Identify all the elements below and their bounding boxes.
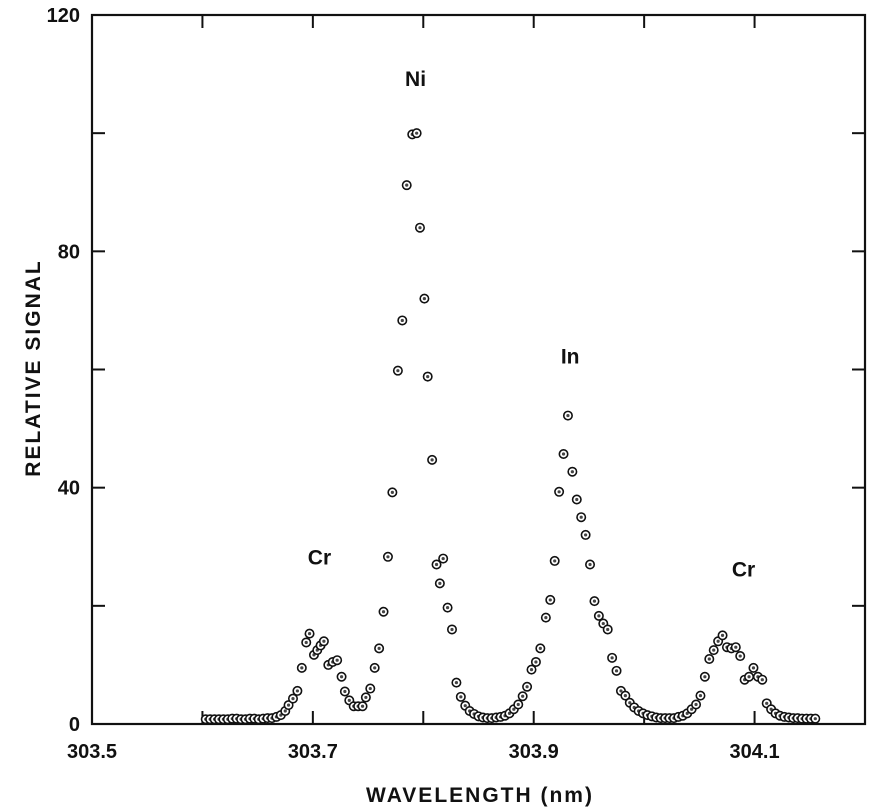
data-point xyxy=(517,691,528,702)
data-point xyxy=(434,578,445,589)
data-point xyxy=(744,671,755,682)
data-point xyxy=(554,486,565,497)
data-point xyxy=(620,690,631,701)
data-point xyxy=(451,677,462,688)
data-point xyxy=(336,671,347,682)
data-point xyxy=(392,365,403,376)
data-point xyxy=(513,699,524,710)
data-point xyxy=(580,529,591,540)
data-point xyxy=(301,637,312,648)
data-point xyxy=(442,602,453,613)
data-point xyxy=(589,596,600,607)
data-point xyxy=(287,693,298,704)
data-point xyxy=(571,494,582,505)
data-point xyxy=(602,624,613,635)
data-point xyxy=(422,371,433,382)
data-point xyxy=(562,410,573,421)
data-point xyxy=(704,654,715,665)
data-point xyxy=(387,487,398,498)
x-tick-label: 304.1 xyxy=(730,741,780,763)
x-tick-label: 303.9 xyxy=(509,741,559,763)
peak-label: Cr xyxy=(732,558,755,581)
x-tick-label: 303.5 xyxy=(67,741,117,763)
data-point xyxy=(530,656,541,667)
data-point xyxy=(357,701,368,712)
data-point xyxy=(695,690,706,701)
data-point xyxy=(365,683,376,694)
peak-label: Ni xyxy=(405,68,426,91)
plot-frame xyxy=(90,13,867,726)
data-point xyxy=(735,651,746,662)
y-tick-label: 80 xyxy=(58,241,80,263)
data-point xyxy=(535,643,546,654)
data-point xyxy=(411,128,422,139)
peak-label: In xyxy=(561,346,580,369)
data-point xyxy=(717,630,728,641)
data-point xyxy=(427,454,438,465)
data-point xyxy=(318,636,329,647)
data-point xyxy=(374,643,385,654)
data-point xyxy=(810,713,821,724)
y-tick-label: 40 xyxy=(58,478,80,500)
data-point xyxy=(549,555,560,566)
data-point xyxy=(522,681,533,692)
data-point xyxy=(593,610,604,621)
data-point xyxy=(455,691,466,702)
axis-ticks xyxy=(91,14,866,725)
data-point xyxy=(414,222,425,233)
x-tick-label: 303.7 xyxy=(288,741,338,763)
data-point xyxy=(730,642,741,653)
data-point xyxy=(607,652,618,663)
y-axis-title: RELATIVE SIGNAL xyxy=(22,259,45,476)
data-point xyxy=(378,606,389,617)
data-point xyxy=(360,692,371,703)
data-point xyxy=(526,664,537,675)
peak-annotations: Ni In Cr Cr xyxy=(308,68,755,581)
data-point xyxy=(558,448,569,459)
data-point xyxy=(699,671,710,682)
data-points xyxy=(200,128,821,725)
data-point xyxy=(545,594,556,605)
data-point xyxy=(431,559,442,570)
y-tick-label: 0 xyxy=(69,714,80,736)
data-point xyxy=(382,551,393,562)
data-point xyxy=(446,624,457,635)
data-point xyxy=(339,686,350,697)
data-point xyxy=(296,662,307,673)
data-point xyxy=(757,674,768,685)
data-point xyxy=(540,612,551,623)
data-point xyxy=(748,662,759,673)
data-point xyxy=(292,685,303,696)
data-point xyxy=(332,655,343,666)
axis-tick-labels: 303.5 303.7 303.9 304.1 0 40 80 120 xyxy=(47,5,780,763)
data-point xyxy=(611,665,622,676)
data-point xyxy=(401,180,412,191)
data-point xyxy=(567,466,578,477)
data-point xyxy=(691,699,702,710)
data-point xyxy=(576,512,587,523)
data-point xyxy=(369,662,380,673)
data-point xyxy=(708,645,719,656)
data-point xyxy=(438,553,449,564)
data-point xyxy=(304,628,315,639)
data-point xyxy=(397,315,408,326)
peak-label: Cr xyxy=(308,546,331,569)
data-point xyxy=(585,559,596,570)
data-point xyxy=(419,293,430,304)
x-axis-title: WAVELENGTH (nm) xyxy=(366,784,594,807)
y-tick-label: 120 xyxy=(47,5,80,27)
